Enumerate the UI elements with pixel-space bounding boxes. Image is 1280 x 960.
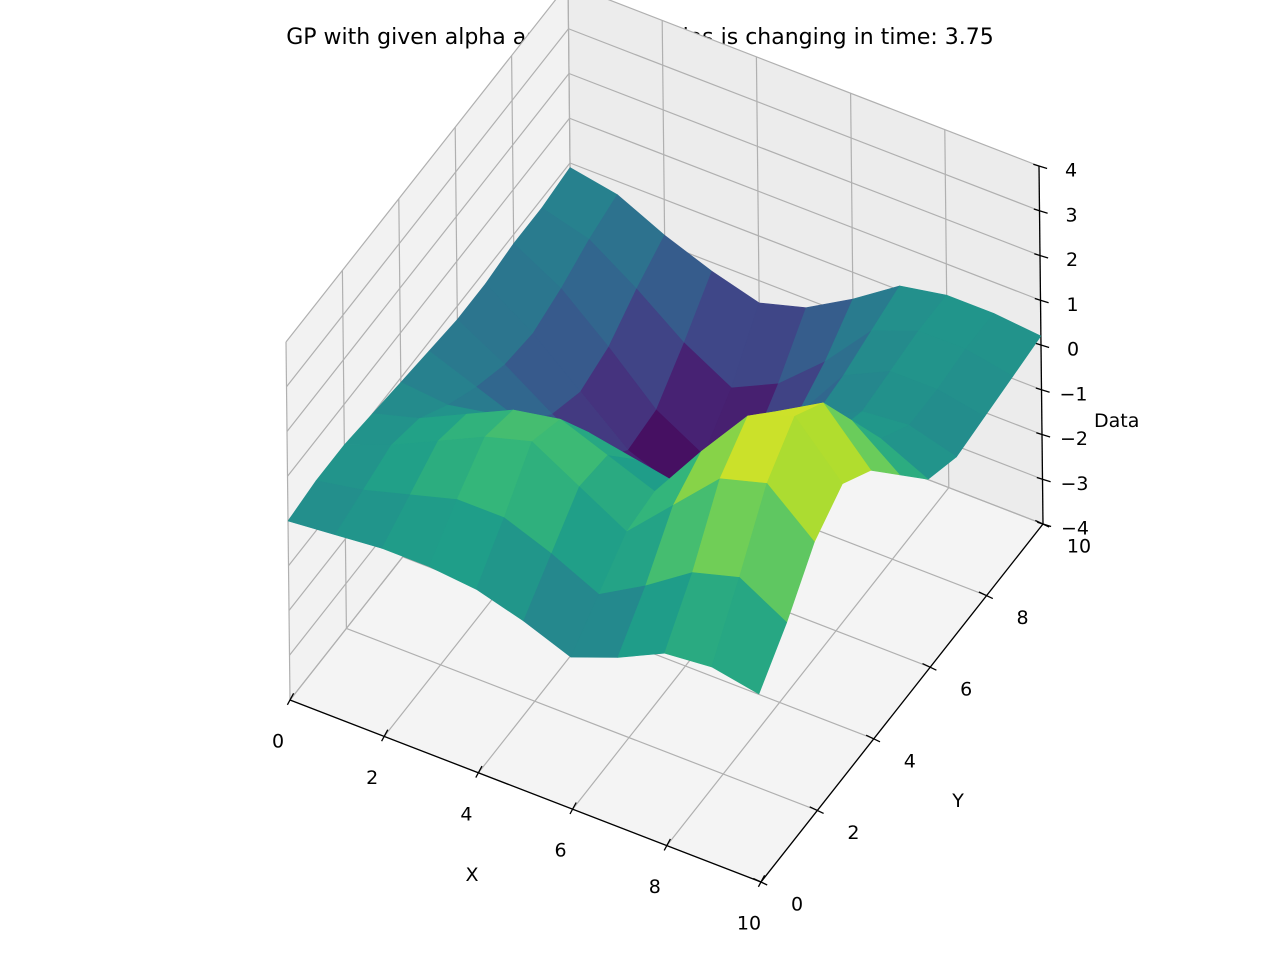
y-tick-mark [753, 877, 768, 886]
grid-line [607, 0, 1040, 167]
y-tick-mark [922, 663, 937, 671]
grid-line [286, 28, 569, 388]
grid-line [568, 28, 1040, 212]
z-tick-label: −2 [1060, 428, 1088, 450]
x-tick-mark [663, 838, 671, 851]
x-tick-label: 8 [649, 876, 661, 898]
grid-line [568, 72, 1041, 257]
z-tick-mark [1035, 387, 1050, 393]
z-tick-mark [1033, 163, 1048, 170]
z-tick-label: 1 [1066, 294, 1078, 316]
x-tick-mark [475, 765, 483, 778]
z-tick-label: 4 [1065, 160, 1077, 182]
z-tick-label: 2 [1066, 249, 1078, 271]
x-tick-label: 4 [460, 803, 472, 825]
x-tick-mark [286, 692, 295, 706]
z-tick-label: 0 [1067, 339, 1079, 361]
y-tick-label: 8 [1017, 607, 1029, 629]
grid-line [569, 117, 1041, 301]
z-tick-label: −3 [1060, 473, 1088, 495]
z-tick-mark [1033, 208, 1048, 214]
x-axis-line [289, 699, 762, 883]
surface-patch [711, 577, 788, 695]
z-axis-label: Data [1094, 410, 1139, 432]
z-tick-mark [1036, 476, 1051, 483]
z-tick-label: −4 [1061, 518, 1089, 540]
grid-line [287, 117, 570, 477]
y-tick-label: 4 [904, 750, 916, 772]
z-tick-mark [1034, 253, 1049, 259]
axis-lines [286, 163, 1052, 888]
y-tick-mark [978, 591, 994, 600]
y-axis-label: Y [951, 790, 964, 812]
x-tick-label: 0 [272, 731, 284, 753]
grid-line [666, 487, 950, 846]
y-tick-label: 6 [960, 679, 972, 701]
y-tick-mark [809, 806, 824, 814]
grid-line [346, 627, 818, 811]
surface-mesh [287, 167, 1042, 695]
z-tick-label: 3 [1065, 204, 1077, 226]
x-tick-mark [569, 802, 577, 815]
y-tick-label: 0 [791, 894, 803, 916]
y-axis-line [760, 523, 1044, 883]
y-tick-label: 2 [847, 822, 859, 844]
y-tick-mark [865, 734, 881, 743]
z-tick-mark [1036, 432, 1051, 438]
grid-line [285, 0, 557, 343]
z-tick-mark [1034, 297, 1049, 304]
z-tick-mark [1035, 342, 1050, 349]
x-tick-mark [757, 874, 766, 888]
y-tick-label: 10 [1067, 536, 1091, 558]
x-tick-label: 10 [737, 913, 761, 935]
x-tick-label: 2 [366, 767, 378, 789]
x-axis-label: X [465, 864, 478, 886]
z-tick-mark [1037, 521, 1052, 528]
x-tick-mark [381, 729, 389, 742]
z-tick-label: −1 [1059, 383, 1087, 405]
x-tick-label: 6 [555, 840, 567, 862]
grid-line [286, 73, 570, 432]
